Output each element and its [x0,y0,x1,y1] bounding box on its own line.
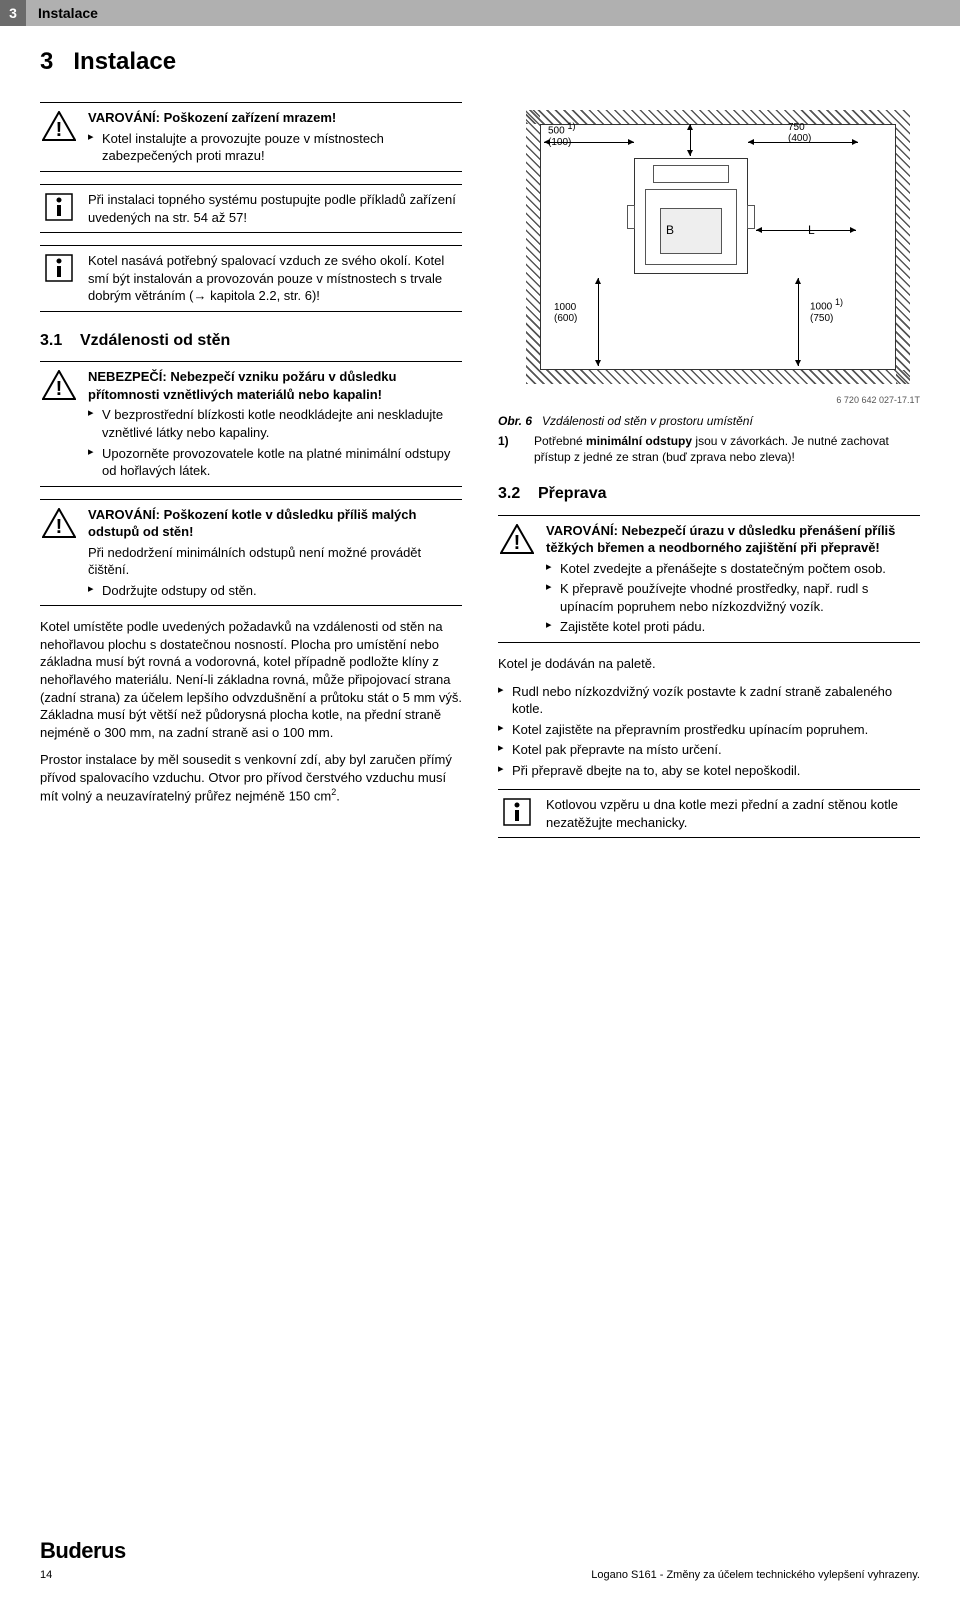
list-item: Rudl nebo nízkozdvižný vozík postavte k … [498,683,920,718]
danger-item: Upozorněte provozovatele kotle na platné… [88,445,462,480]
svg-text:!: ! [56,516,63,538]
page-body: 3 Instalace ! VAROVÁNÍ: Poškození zaříze… [0,46,960,1496]
warning-box-clearance: ! VAROVÁNÍ: Poškození kotle v důsledku p… [40,499,462,607]
danger-lead: NEBEZPEČÍ: Nebezpečí vzniku požáru v důs… [88,368,462,403]
svg-text:!: ! [514,532,521,554]
header-bar: 3 Instalace [0,0,960,26]
info-icon [40,191,78,226]
info-text: Kotel nasává potřebný spalovací vzduch z… [88,252,462,305]
pallet-paragraph: Kotel je dodáván na paletě. [498,655,920,673]
warning-icon: ! [40,506,78,600]
info-box-combustion-air: Kotel nasává potřebný spalovací vzduch z… [40,245,462,312]
info-text: Při instalaci topného systému postupujte… [88,191,462,226]
right-column: 500 1)(100) 750(400) [498,102,920,850]
list-item: Kotel pak přepravte na místo určení. [498,741,920,759]
clearance-diagram: 500 1)(100) 750(400) [498,102,920,406]
header-section-number: 3 [0,0,26,26]
warning-icon: ! [40,109,78,165]
danger-item: V bezprostřední blízkosti kotle neodklád… [88,406,462,441]
list-item: Kotel zajistěte na přepravním prostředku… [498,721,920,739]
warning-box-transport: ! VAROVÁNÍ: Nebezpečí úrazu v důsledku p… [498,515,920,643]
transport-steps: Rudl nebo nízkozdvižný vozík postavte k … [498,683,920,780]
footer-line: Logano S161 - Změny za účelem technickéh… [591,1568,920,1583]
header-section-title: Instalace [26,4,98,23]
figure-note: 1) Potřebné minimální odstupy jsou v záv… [498,433,920,465]
figure-caption: Obr. 6 Vzdálenosti od stěn v prostoru um… [498,413,920,429]
page-number: 14 [40,1568,126,1583]
subsection-3-1: 3.1Vzdálenosti od stěn [40,330,462,352]
warning-text: Při nedodržení minimálních odstupů není … [88,544,462,579]
info-icon [40,252,78,305]
warning-item: Kotel zvedejte a přenášejte s dostatečný… [546,560,920,578]
warning-item: Zajistěte kotel proti pádu. [546,618,920,636]
svg-text:!: ! [56,119,63,141]
diagram-ref: 6 720 642 027-17.1T [498,394,920,406]
warning-lead: VAROVÁNÍ: Nebezpečí úrazu v důsledku pře… [546,522,920,557]
list-item: Při přepravě dbejte na to, aby se kotel … [498,762,920,780]
subsection-3-2: 3.2Přeprava [498,483,920,505]
info-box-brace: Kotlovou vzpěru u dna kotle mezi přední … [498,789,920,838]
placement-paragraph: Kotel umístěte podle uvedených požadavků… [40,618,462,741]
section-title: Instalace [73,48,176,75]
warning-lead: VAROVÁNÍ: Poškození kotle v důsledku pří… [88,506,462,541]
page-title: 3 Instalace [40,46,920,78]
page-footer: Buderus 14 Logano S161 - Změny za účelem… [0,1536,960,1597]
air-intake-paragraph: Prostor instalace by měl sousedit s venk… [40,751,462,805]
brand-logo: Buderus [40,1536,126,1566]
warning-lead: VAROVÁNÍ: Poškození zařízení mrazem! [88,109,462,127]
info-box-install-ref: Při instalaci topného systému postupujte… [40,184,462,233]
warning-icon: ! [498,522,536,636]
info-icon [498,796,536,831]
warning-icon: ! [40,368,78,479]
warning-item: Kotel instalujte a provozujte pouze v mí… [88,130,462,165]
warning-item: K přepravě používejte vhodné prostředky,… [546,580,920,615]
warning-box-frost: ! VAROVÁNÍ: Poškození zařízení mrazem! K… [40,102,462,172]
section-number: 3 [40,48,53,75]
info-text: Kotlovou vzpěru u dna kotle mezi přední … [546,796,920,831]
left-column: ! VAROVÁNÍ: Poškození zařízení mrazem! K… [40,102,462,850]
danger-box-fire: ! NEBEZPEČÍ: Nebezpečí vzniku požáru v d… [40,361,462,486]
warning-item: Dodržujte odstupy od stěn. [88,582,462,600]
svg-text:!: ! [56,378,63,400]
